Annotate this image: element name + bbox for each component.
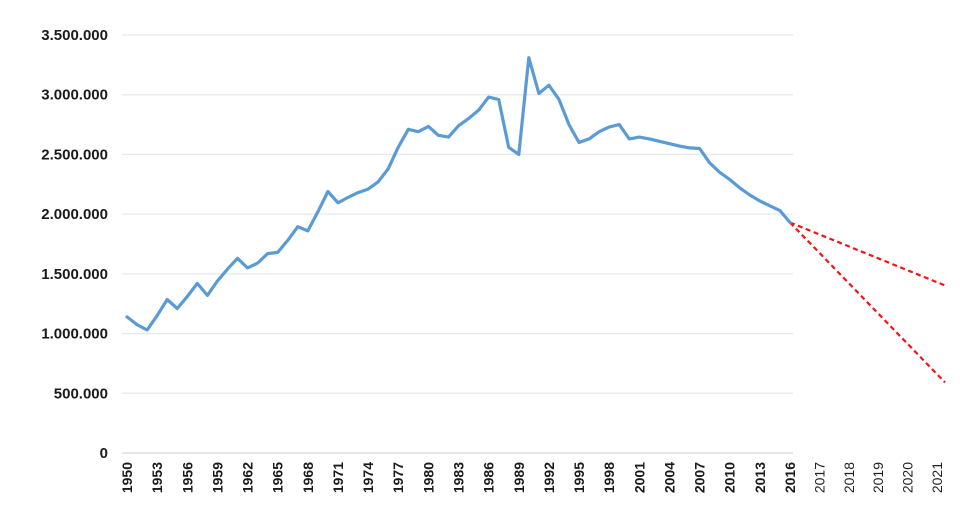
x-tick-label: 2010: [722, 462, 738, 493]
y-tick-label: 1.500.000: [41, 266, 108, 283]
x-tick-label: 2021: [929, 462, 945, 493]
x-tick-label: 1968: [300, 462, 316, 493]
x-tick-label: 1989: [511, 462, 527, 493]
x-tick-label: 1962: [240, 462, 256, 493]
y-tick-label: 2.500.000: [41, 146, 108, 163]
x-tick-label: 1953: [149, 462, 165, 493]
x-tick-label: 2018: [841, 462, 857, 493]
x-tick-label: 1998: [601, 462, 617, 493]
y-tick-label: 500.000: [54, 385, 108, 402]
historical-line: [125, 56, 792, 332]
x-tick-label: 2019: [870, 462, 886, 493]
x-tick-label: 1950: [119, 462, 135, 493]
x-tick-label: 2020: [900, 462, 916, 493]
x-tick-label: 1971: [330, 462, 346, 493]
y-tick-label: 0: [100, 445, 108, 462]
x-tick-label: 1986: [481, 462, 497, 493]
x-tick-label: 1974: [360, 462, 376, 493]
lower-projection-line: [789, 221, 946, 384]
x-tick-label: 2013: [752, 462, 768, 493]
x-tick-label: 2001: [631, 462, 647, 493]
x-tick-label: 2007: [692, 462, 708, 493]
x-tick-label: 1959: [209, 462, 225, 493]
x-tick-label: 1980: [420, 462, 436, 493]
x-tick-label: 1983: [451, 462, 467, 493]
x-tick-label: 2017: [811, 462, 827, 493]
x-tick-label: 1956: [179, 462, 195, 493]
y-tick-label: 1.000.000: [41, 326, 108, 343]
x-tick-label: 1992: [541, 462, 557, 493]
x-tick-label: 1995: [571, 462, 587, 493]
x-tick-label: 1977: [390, 462, 406, 493]
x-tick-label: 1965: [270, 462, 286, 493]
y-tick-label: 3.500.000: [41, 27, 108, 44]
y-tick-label: 2.000.000: [41, 206, 108, 223]
x-tick-label: 2004: [661, 462, 677, 493]
y-tick-label: 3.000.000: [41, 87, 108, 104]
x-tick-label: 2016: [782, 462, 798, 493]
upper-projection-line: [789, 221, 946, 287]
